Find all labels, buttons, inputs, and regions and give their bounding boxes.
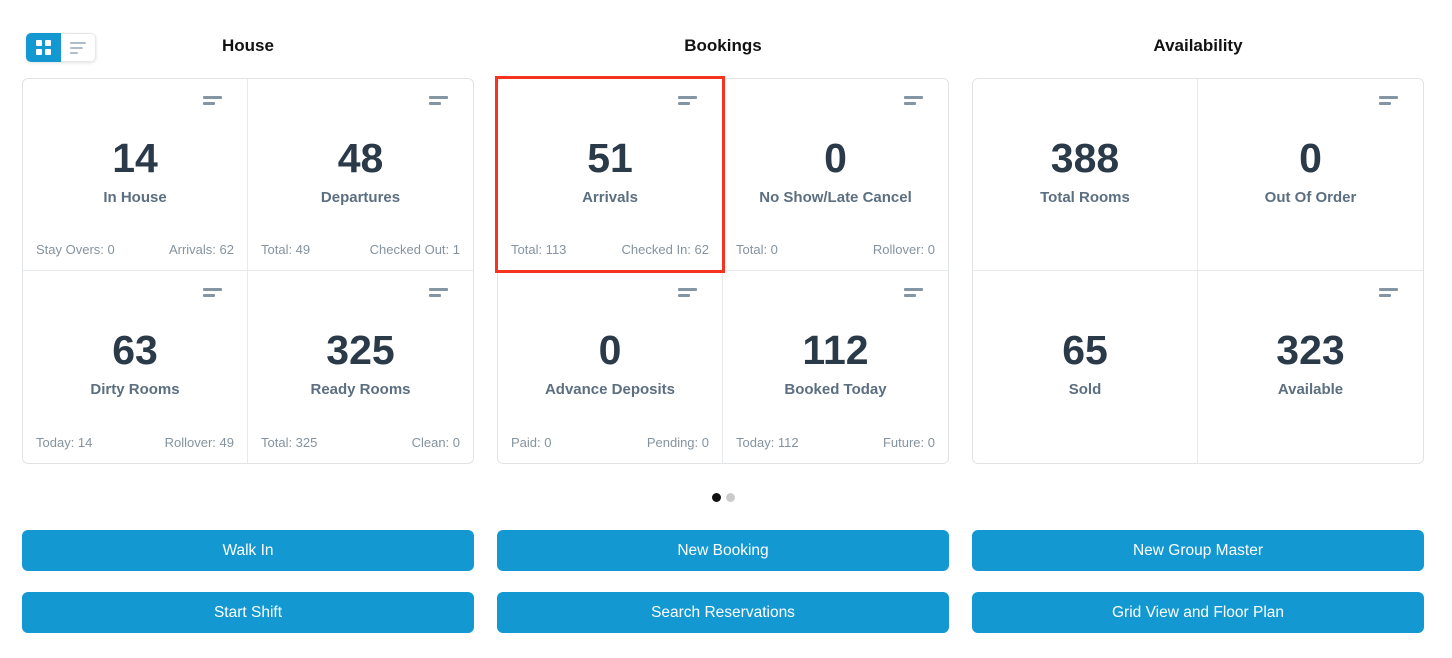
tile-arrivals[interactable]: 51 Arrivals Total: 113 Checked In: 62 bbox=[495, 76, 725, 273]
tile-label: Sold bbox=[1068, 381, 1102, 398]
tile-value: 0 bbox=[598, 327, 622, 373]
tile-value: 323 bbox=[1276, 327, 1345, 373]
pagination-dot-1[interactable] bbox=[711, 493, 721, 502]
search-reservations-button[interactable]: Search Reservations bbox=[497, 592, 949, 633]
tile-total-rooms[interactable]: 388 Total Rooms bbox=[973, 79, 1198, 271]
tile-label: No Show/Late Cancel bbox=[759, 189, 912, 206]
tile-footer-left: Today: 14 bbox=[36, 435, 93, 450]
tile-value: 112 bbox=[802, 327, 869, 373]
tile-out-of-order[interactable]: 0 Out Of Order bbox=[1198, 79, 1423, 271]
view-toggle bbox=[26, 33, 96, 62]
new-group-master-button[interactable]: New Group Master bbox=[972, 530, 1424, 571]
tile-footer-right: Clean: 0 bbox=[411, 435, 460, 450]
tile-sold[interactable]: 65 Sold bbox=[973, 271, 1198, 463]
grid-view-icon bbox=[36, 40, 51, 55]
new-booking-button[interactable]: New Booking bbox=[497, 530, 949, 571]
sort-lines-icon[interactable] bbox=[429, 96, 448, 105]
pagination-dot-2[interactable] bbox=[725, 493, 735, 502]
section-titles: House Bookings Availability bbox=[22, 32, 1452, 56]
tile-value: 388 bbox=[1050, 135, 1120, 181]
tile-label: Booked Today bbox=[784, 381, 887, 398]
tile-footer-left: Today: 112 bbox=[736, 435, 799, 450]
bookings-panel: 51 Arrivals Total: 113 Checked In: 62 0 … bbox=[495, 76, 949, 464]
tile-value: 63 bbox=[112, 327, 158, 373]
sort-lines-icon[interactable] bbox=[203, 288, 222, 297]
tile-available[interactable]: 323 Available bbox=[1198, 271, 1423, 463]
tile-value: 0 bbox=[1299, 135, 1322, 181]
tile-value: 0 bbox=[824, 135, 847, 181]
tile-footer-left: Total: 49 bbox=[261, 242, 311, 257]
tile-in-house[interactable]: 14 In House Stay Overs: 0 Arrivals: 62 bbox=[23, 79, 248, 271]
section-title-bookings: Bookings bbox=[684, 36, 762, 55]
tile-label: In House bbox=[103, 189, 167, 206]
header-row: House Bookings Availability bbox=[0, 32, 1452, 62]
tile-footer-left: Paid: 0 bbox=[511, 435, 552, 450]
tile-footer-right: Rollover: 0 bbox=[872, 242, 935, 257]
tile-footer-left: Total: 0 bbox=[736, 242, 778, 257]
sort-lines-icon[interactable] bbox=[429, 288, 448, 297]
grid-view-button[interactable] bbox=[26, 33, 61, 62]
carousel-pagination bbox=[22, 493, 1424, 502]
tile-footer-left: Total: 113 bbox=[511, 242, 567, 257]
tile-value: 65 bbox=[1062, 327, 1108, 373]
section-title-house: House bbox=[222, 36, 274, 55]
tile-footer-right: Rollover: 49 bbox=[164, 435, 234, 450]
sort-lines-icon[interactable] bbox=[1379, 96, 1398, 105]
tile-ready-rooms[interactable]: 325 Ready Rooms Total: 325 Clean: 0 bbox=[248, 271, 473, 463]
sort-lines-icon[interactable] bbox=[678, 288, 697, 297]
sort-lines-icon[interactable] bbox=[678, 96, 697, 105]
tile-label: Advance Deposits bbox=[544, 381, 676, 398]
tile-no-show-late-cancel[interactable]: 0 No Show/Late Cancel Total: 0 Rollover:… bbox=[723, 79, 948, 271]
section-title-availability: Availability bbox=[1153, 36, 1243, 55]
tile-label: Departures bbox=[320, 189, 401, 206]
grid-view-floor-plan-button[interactable]: Grid View and Floor Plan bbox=[972, 592, 1424, 633]
house-panel: 14 In House Stay Overs: 0 Arrivals: 62 4… bbox=[22, 78, 474, 464]
tile-value: 51 bbox=[587, 135, 633, 181]
tile-footer-left: Total: 325 bbox=[261, 435, 318, 450]
list-view-icon bbox=[70, 41, 86, 54]
tile-label: Available bbox=[1277, 381, 1344, 398]
list-view-button[interactable] bbox=[61, 33, 96, 62]
start-shift-button[interactable]: Start Shift bbox=[22, 592, 474, 633]
tile-value: 48 bbox=[337, 135, 384, 181]
action-buttons-row-1: Walk In New Booking New Group Master bbox=[22, 530, 1452, 571]
tile-footer-left: Stay Overs: 0 bbox=[36, 242, 115, 257]
tile-dirty-rooms[interactable]: 63 Dirty Rooms Today: 14 Rollover: 49 bbox=[23, 271, 248, 463]
tile-value: 325 bbox=[326, 327, 395, 373]
sort-lines-icon[interactable] bbox=[904, 96, 923, 105]
walk-in-button[interactable]: Walk In bbox=[22, 530, 474, 571]
availability-panel: 388 Total Rooms 0 Out Of Order 65 Sold 3… bbox=[972, 78, 1424, 464]
tile-footer-right: Arrivals: 62 bbox=[168, 242, 234, 257]
action-buttons-row-2: Start Shift Search Reservations Grid Vie… bbox=[22, 592, 1452, 633]
sort-lines-icon[interactable] bbox=[904, 288, 923, 297]
sort-lines-icon[interactable] bbox=[1379, 288, 1398, 297]
tile-booked-today[interactable]: 112 Booked Today Today: 112 Future: 0 bbox=[723, 271, 948, 463]
tile-label: Out Of Order bbox=[1264, 189, 1357, 206]
tile-label: Total Rooms bbox=[1040, 189, 1130, 206]
tile-departures[interactable]: 48 Departures Total: 49 Checked Out: 1 bbox=[248, 79, 473, 271]
tile-footer-right: Pending: 0 bbox=[646, 435, 709, 450]
tile-label: Arrivals bbox=[582, 189, 638, 206]
dashboard-panels: 14 In House Stay Overs: 0 Arrivals: 62 4… bbox=[22, 76, 1452, 464]
tile-value: 14 bbox=[112, 135, 158, 181]
tile-label: Dirty Rooms bbox=[90, 381, 180, 398]
tile-advance-deposits[interactable]: 0 Advance Deposits Paid: 0 Pending: 0 bbox=[498, 271, 723, 463]
tile-footer-right: Checked In: 62 bbox=[621, 242, 709, 257]
tile-label: Ready Rooms bbox=[310, 381, 411, 398]
tile-footer-right: Checked Out: 1 bbox=[369, 242, 460, 257]
sort-lines-icon[interactable] bbox=[203, 96, 222, 105]
tile-footer-right: Future: 0 bbox=[882, 435, 935, 450]
